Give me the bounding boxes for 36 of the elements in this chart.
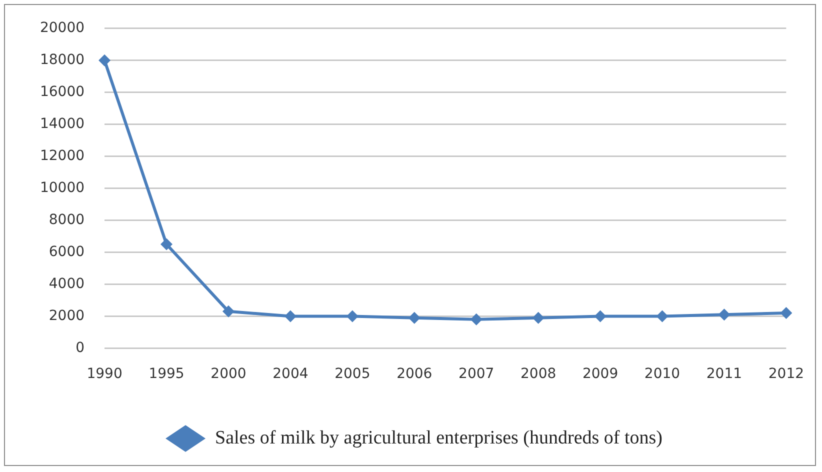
point	[656, 310, 668, 322]
x-tick-label: 2000	[210, 366, 246, 382]
y-tick-label: 2000	[48, 308, 85, 324]
x-tick-label: 2009	[582, 366, 618, 382]
x-tick-label: 1990	[86, 366, 122, 382]
y-tick-label: 0	[76, 340, 85, 356]
y-tick-label: 20000	[40, 20, 85, 36]
point	[718, 308, 730, 321]
x-tick-label: 2004	[272, 366, 308, 382]
point	[346, 310, 358, 322]
x-tick-label: 2010	[644, 366, 680, 382]
point	[222, 305, 234, 318]
y-tick-label: 4000	[48, 276, 85, 292]
x-tick-label: 2007	[458, 366, 494, 382]
y-tick-label: 8000	[48, 212, 85, 228]
y-tick-label: 16000	[40, 84, 85, 100]
point	[408, 312, 420, 324]
point	[284, 310, 296, 322]
point	[780, 307, 792, 320]
legend-label: Sales of milk by agricultural enterprises (hundreds of tons)	[215, 427, 662, 448]
y-tick-label: 18000	[40, 52, 85, 68]
x-tick-label: 2005	[334, 366, 370, 382]
x-tick-label: 2006	[396, 366, 432, 382]
y-tick-label: 10000	[40, 180, 85, 196]
point	[98, 54, 111, 66]
point	[594, 310, 606, 322]
x-tick-label: 2011	[706, 366, 742, 382]
y-tick-label: 14000	[40, 116, 85, 132]
x-tick-label: 1995	[148, 366, 184, 382]
x-tick-label: 2008	[520, 366, 556, 382]
y-tick-label: 12000	[40, 148, 85, 164]
point	[160, 238, 173, 250]
y-tick-label: 6000	[48, 244, 85, 260]
point	[532, 312, 544, 324]
x-tick-label: 2012	[768, 366, 804, 382]
point	[470, 313, 482, 326]
